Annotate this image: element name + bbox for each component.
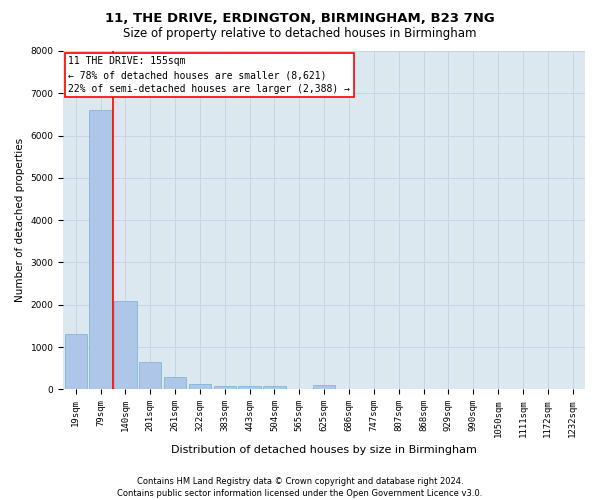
Bar — [114, 301, 137, 390]
X-axis label: Distribution of detached houses by size in Birmingham: Distribution of detached houses by size … — [171, 445, 477, 455]
Text: 11, THE DRIVE, ERDINGTON, BIRMINGHAM, B23 7NG: 11, THE DRIVE, ERDINGTON, BIRMINGHAM, B2… — [105, 12, 495, 26]
Bar — [263, 386, 286, 390]
Text: Contains HM Land Registry data © Crown copyright and database right 2024.
Contai: Contains HM Land Registry data © Crown c… — [118, 476, 482, 498]
Bar — [238, 386, 261, 390]
Text: 11 THE DRIVE: 155sqm
← 78% of detached houses are smaller (8,621)
22% of semi-de: 11 THE DRIVE: 155sqm ← 78% of detached h… — [68, 56, 350, 94]
Bar — [65, 334, 87, 390]
Bar — [164, 378, 186, 390]
Bar — [214, 386, 236, 390]
Bar — [313, 384, 335, 390]
Y-axis label: Number of detached properties: Number of detached properties — [15, 138, 25, 302]
Text: Size of property relative to detached houses in Birmingham: Size of property relative to detached ho… — [123, 28, 477, 40]
Bar — [189, 384, 211, 390]
Bar — [139, 362, 161, 390]
Bar — [89, 110, 112, 390]
